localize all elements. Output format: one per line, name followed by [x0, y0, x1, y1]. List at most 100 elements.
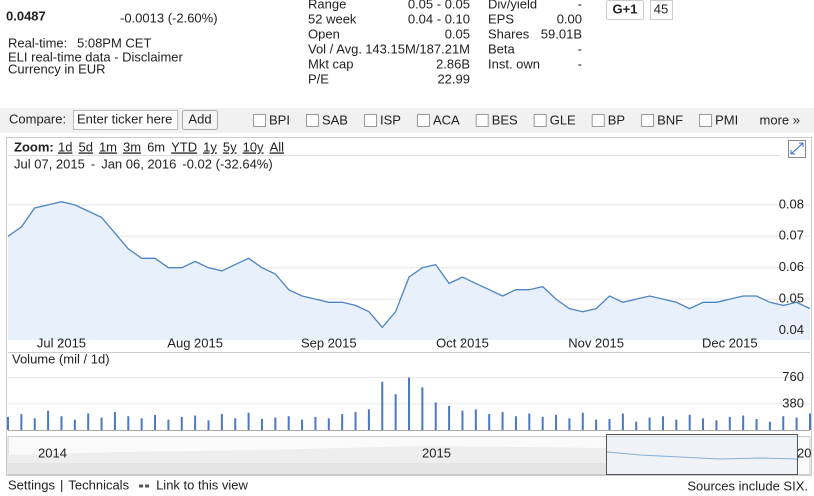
- volume-bar: [528, 413, 531, 430]
- stat-value: 2.86B: [436, 56, 470, 71]
- ticker-label[interactable]: GLE: [550, 112, 576, 127]
- volume-bar: [301, 419, 304, 430]
- volume-bar: [260, 418, 263, 430]
- zoom-option[interactable]: 1m: [99, 139, 117, 154]
- ticker-checkbox[interactable]: [475, 114, 489, 127]
- stat-value: 0.04 - 0.10: [408, 11, 470, 26]
- zoom-option[interactable]: 1y: [203, 139, 217, 154]
- ticker-checkbox[interactable]: [533, 114, 547, 127]
- y-tick-label: 380: [782, 395, 804, 410]
- footer-link[interactable]: Link to this view: [156, 477, 248, 492]
- volume-bar: [60, 416, 63, 430]
- ticker-checkbox[interactable]: [591, 114, 605, 127]
- compare-label: Compare:: [9, 111, 66, 126]
- volume-bar: [742, 415, 745, 430]
- volume-bar: [809, 413, 811, 430]
- ticker-label[interactable]: ISP: [380, 112, 401, 127]
- price-line: [7, 201, 811, 329]
- ticker-checkbox[interactable]: [363, 114, 377, 127]
- zoom-option[interactable]: 1d: [58, 139, 72, 154]
- volume-bar: [514, 416, 517, 430]
- zoom-option[interactable]: 10y: [243, 139, 264, 154]
- stat-label: P/E: [308, 71, 329, 86]
- ticker-label[interactable]: BPI: [269, 112, 290, 127]
- volume-bar: [341, 414, 344, 430]
- stat-value: -: [578, 0, 582, 11]
- volume-bar: [595, 419, 598, 430]
- x-tick-label: Sep 2015: [301, 335, 357, 350]
- volume-bar: [140, 418, 143, 430]
- footer-link[interactable]: Settings: [8, 477, 55, 492]
- zoom-option[interactable]: 5d: [78, 139, 92, 154]
- volume-bar: [421, 387, 424, 430]
- volume-bar: [795, 417, 798, 430]
- volume-bar: [461, 410, 464, 430]
- plusone-button[interactable]: [606, 0, 644, 20]
- stat-value: 0.05 - 0.05: [408, 0, 470, 11]
- stat-label: Open: [308, 26, 340, 41]
- y-tick-label: 760: [782, 369, 804, 384]
- zoom-option[interactable]: All: [270, 139, 285, 154]
- navigator-label: 20: [797, 445, 811, 460]
- volume-bar: [635, 421, 638, 430]
- stat-value: -: [578, 56, 582, 71]
- y-tick-label: 0.08: [779, 196, 804, 211]
- ticker-checkbox[interactable]: [305, 114, 319, 127]
- ticker-checkbox[interactable]: [416, 114, 430, 127]
- stat-value: 22.99: [437, 71, 470, 86]
- range-separator: -: [91, 156, 95, 171]
- zoom-option[interactable]: YTD: [171, 139, 197, 154]
- stat-label: Vol / Avg.: [308, 41, 362, 56]
- volume-bar: [728, 416, 731, 430]
- range-end: Jan 06, 2016: [101, 156, 176, 171]
- ticker-label[interactable]: ACA: [433, 112, 460, 127]
- zoom-option[interactable]: 5y: [223, 139, 237, 154]
- volume-bar: [207, 420, 210, 430]
- volume-bar: [702, 418, 705, 430]
- add-button[interactable]: [182, 110, 218, 130]
- realtime-time: 5:08PM CET: [77, 35, 151, 50]
- footer-link[interactable]: Technicals: [68, 477, 129, 492]
- navigator-window[interactable]: [606, 434, 798, 475]
- volume-bar: [448, 405, 451, 430]
- ticker-input-placeholder: Enter ticker here: [77, 111, 172, 126]
- disclaimer: ELI real-time data - Disclaimer: [8, 49, 183, 64]
- stat-label: Mkt cap: [308, 56, 354, 71]
- volume-bar: [555, 414, 558, 430]
- expand-icon: [790, 142, 804, 155]
- ticker-label[interactable]: PMI: [715, 112, 738, 127]
- volume-bar: [621, 413, 624, 430]
- price-area: [8, 201, 810, 340]
- y-tick-label: 0.07: [779, 228, 804, 243]
- x-tick-label: Aug 2015: [167, 335, 223, 350]
- y-tick-label: 0.06: [779, 259, 804, 274]
- stat-label: Div/yield: [488, 0, 537, 11]
- footer-separator: |: [60, 477, 63, 492]
- ticker-label[interactable]: BES: [492, 112, 518, 127]
- ticker-label[interactable]: BNF: [657, 112, 683, 127]
- ticker-checkbox[interactable]: [641, 114, 655, 127]
- volume-bar: [167, 419, 170, 430]
- stat-value: 0.00: [557, 11, 582, 26]
- volume-bar: [100, 417, 103, 430]
- navigator-scrollbar[interactable]: [8, 463, 606, 474]
- navigator-label: 2014: [38, 445, 67, 460]
- ticker-label[interactable]: BP: [608, 112, 625, 127]
- zoom-label: Zoom:: [14, 139, 54, 154]
- plusone-label: G+1: [613, 1, 638, 16]
- volume-bar: [675, 419, 678, 430]
- volume-bar: [113, 412, 116, 430]
- navigator-line: [606, 451, 798, 460]
- realtime-label: Real-time:: [8, 35, 67, 50]
- volume-bar: [661, 416, 664, 430]
- ticker-checkbox[interactable]: [253, 114, 266, 127]
- ticker-checkbox[interactable]: [699, 114, 713, 127]
- x-tick-label: Oct 2015: [436, 335, 489, 350]
- more-link[interactable]: more »: [760, 112, 800, 127]
- volume-bar: [608, 418, 611, 430]
- stat-label: EPS: [488, 11, 514, 26]
- zoom-option[interactable]: 3m: [123, 139, 141, 154]
- ticker-input[interactable]: [73, 110, 178, 130]
- ticker-label[interactable]: SAB: [322, 112, 348, 127]
